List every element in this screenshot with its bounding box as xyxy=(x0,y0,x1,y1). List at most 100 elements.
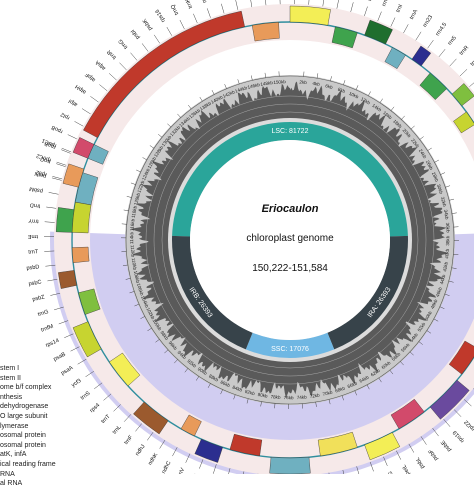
kb-tick-label: 2kb xyxy=(299,79,307,85)
kb-tick xyxy=(401,116,404,120)
gene-label: trnG xyxy=(37,309,49,318)
gene-label: petL xyxy=(401,463,411,474)
gene-label-leader xyxy=(416,32,421,40)
gene-label: trnE xyxy=(27,233,38,239)
kb-tick xyxy=(143,157,147,159)
gene-label-leader xyxy=(142,43,148,51)
gene-label-leader xyxy=(61,150,70,154)
gene-label-leader xyxy=(403,24,408,33)
region-label: SSC: 17076 xyxy=(271,346,309,353)
kb-tick-label: 114kb xyxy=(129,231,134,244)
gene-label-leader xyxy=(450,59,457,66)
gene-label-leader xyxy=(56,164,66,167)
gene-label: trnL xyxy=(112,424,123,435)
gene-label: psbK xyxy=(142,17,154,31)
kb-tick xyxy=(428,148,432,151)
gene-label-leader xyxy=(391,18,395,27)
gene-label-leader xyxy=(109,73,116,80)
kb-tick xyxy=(177,114,180,118)
kb-tick xyxy=(368,91,370,95)
gene-label: trnK xyxy=(185,0,195,9)
kb-tick xyxy=(150,146,154,149)
gene-label: rps16 xyxy=(155,8,167,23)
gene-label: rpl22 xyxy=(463,419,474,432)
genome-map: rps2rpoC2rpoC1rpoBrpl2atpIatpHatpFatpAtr… xyxy=(0,0,474,474)
gene-label-leader xyxy=(57,162,66,165)
gene-label-leader xyxy=(154,35,160,43)
gene-label-leader xyxy=(130,53,136,61)
gene-label-leader xyxy=(364,7,367,16)
gene-block xyxy=(252,22,279,41)
legend-item: osomal protein xyxy=(0,431,60,441)
gene-label: trnF xyxy=(123,434,134,446)
kb-tick xyxy=(380,99,383,103)
legend-item: osomal protein xyxy=(0,441,60,451)
gene-label-leader xyxy=(351,2,354,12)
region-label: LSC: 81722 xyxy=(272,128,309,135)
gene-label: rps14 xyxy=(45,338,60,349)
gene-label: ndhK xyxy=(147,452,159,466)
gene-label: rps19 xyxy=(452,429,466,444)
gene-label-leader xyxy=(119,63,126,70)
gene-label-leader xyxy=(221,4,224,14)
gene-label: psbD xyxy=(26,264,40,271)
gene-label-leader xyxy=(207,8,210,17)
legend-item: nthesis xyxy=(0,393,60,403)
legend-item: lymerase xyxy=(0,422,60,432)
gene-label-leader xyxy=(236,0,238,10)
gene-label-leader xyxy=(193,14,197,23)
gene-label-leader xyxy=(62,148,71,152)
kb-tick xyxy=(225,84,227,89)
gene-label-leader xyxy=(265,0,266,5)
kb-tick xyxy=(200,97,203,101)
gene-label: psbC xyxy=(28,279,42,287)
legend-item: al RNA xyxy=(0,479,60,489)
gene-label: psbF xyxy=(427,447,439,461)
gene-label-leader xyxy=(46,207,56,208)
gene-label: atpF xyxy=(84,71,97,83)
gene-label: rrn5 xyxy=(447,35,458,47)
gene-label: rpl2 xyxy=(60,111,71,121)
gene-label-leader xyxy=(45,222,55,223)
gene-label: atpH xyxy=(74,83,87,95)
gene-label-leader xyxy=(323,0,324,6)
gene-block xyxy=(270,457,311,474)
gene-label-leader xyxy=(378,12,382,21)
kb-tick-label: 76kb xyxy=(284,395,294,400)
kb-tick-label: 150kb xyxy=(273,79,286,85)
gene-label: atpA xyxy=(94,59,107,71)
gene-label: trnN xyxy=(470,56,474,68)
gene-label-leader xyxy=(469,80,474,86)
gene-label: trnfM xyxy=(40,324,54,334)
gene-label: trnA xyxy=(409,9,419,21)
gene-label: rps4 xyxy=(89,402,101,414)
gene-block xyxy=(72,247,89,263)
genome-size: 150,222-151,584 xyxy=(252,263,328,274)
kb-tick-label: 74kb xyxy=(297,394,308,400)
gene-label: petG xyxy=(387,470,397,474)
gene-label: trnV xyxy=(176,467,186,474)
gene-label: trnY xyxy=(28,217,39,224)
gene-label-leader xyxy=(99,85,107,91)
gene-label-leader xyxy=(167,27,172,36)
genome-subtitle: chloroplast genome xyxy=(246,233,334,244)
legend-item: O large subunit xyxy=(0,412,60,422)
gene-label: rrn16 xyxy=(381,0,391,7)
kb-tick-label: 38kb xyxy=(445,235,450,245)
gene-label-leader xyxy=(439,49,445,57)
gene-label: rpoB xyxy=(50,124,63,135)
gene-label-leader xyxy=(428,40,434,48)
gene-label: matK xyxy=(198,0,208,4)
gene-label: trnG xyxy=(118,38,130,50)
gene-label: psbI xyxy=(130,28,141,40)
gene-block xyxy=(56,207,74,232)
gene-label: trnS xyxy=(80,390,92,401)
gene-label-leader xyxy=(82,109,90,114)
gene-label: ndhJ xyxy=(135,444,147,458)
gene-label-leader xyxy=(68,135,77,139)
kb-tick xyxy=(188,105,191,109)
gene-label: atpI xyxy=(67,97,78,107)
gene-label: rrn23 xyxy=(422,14,434,28)
gene-label: psbM xyxy=(29,185,44,194)
kb-tick xyxy=(440,173,445,175)
